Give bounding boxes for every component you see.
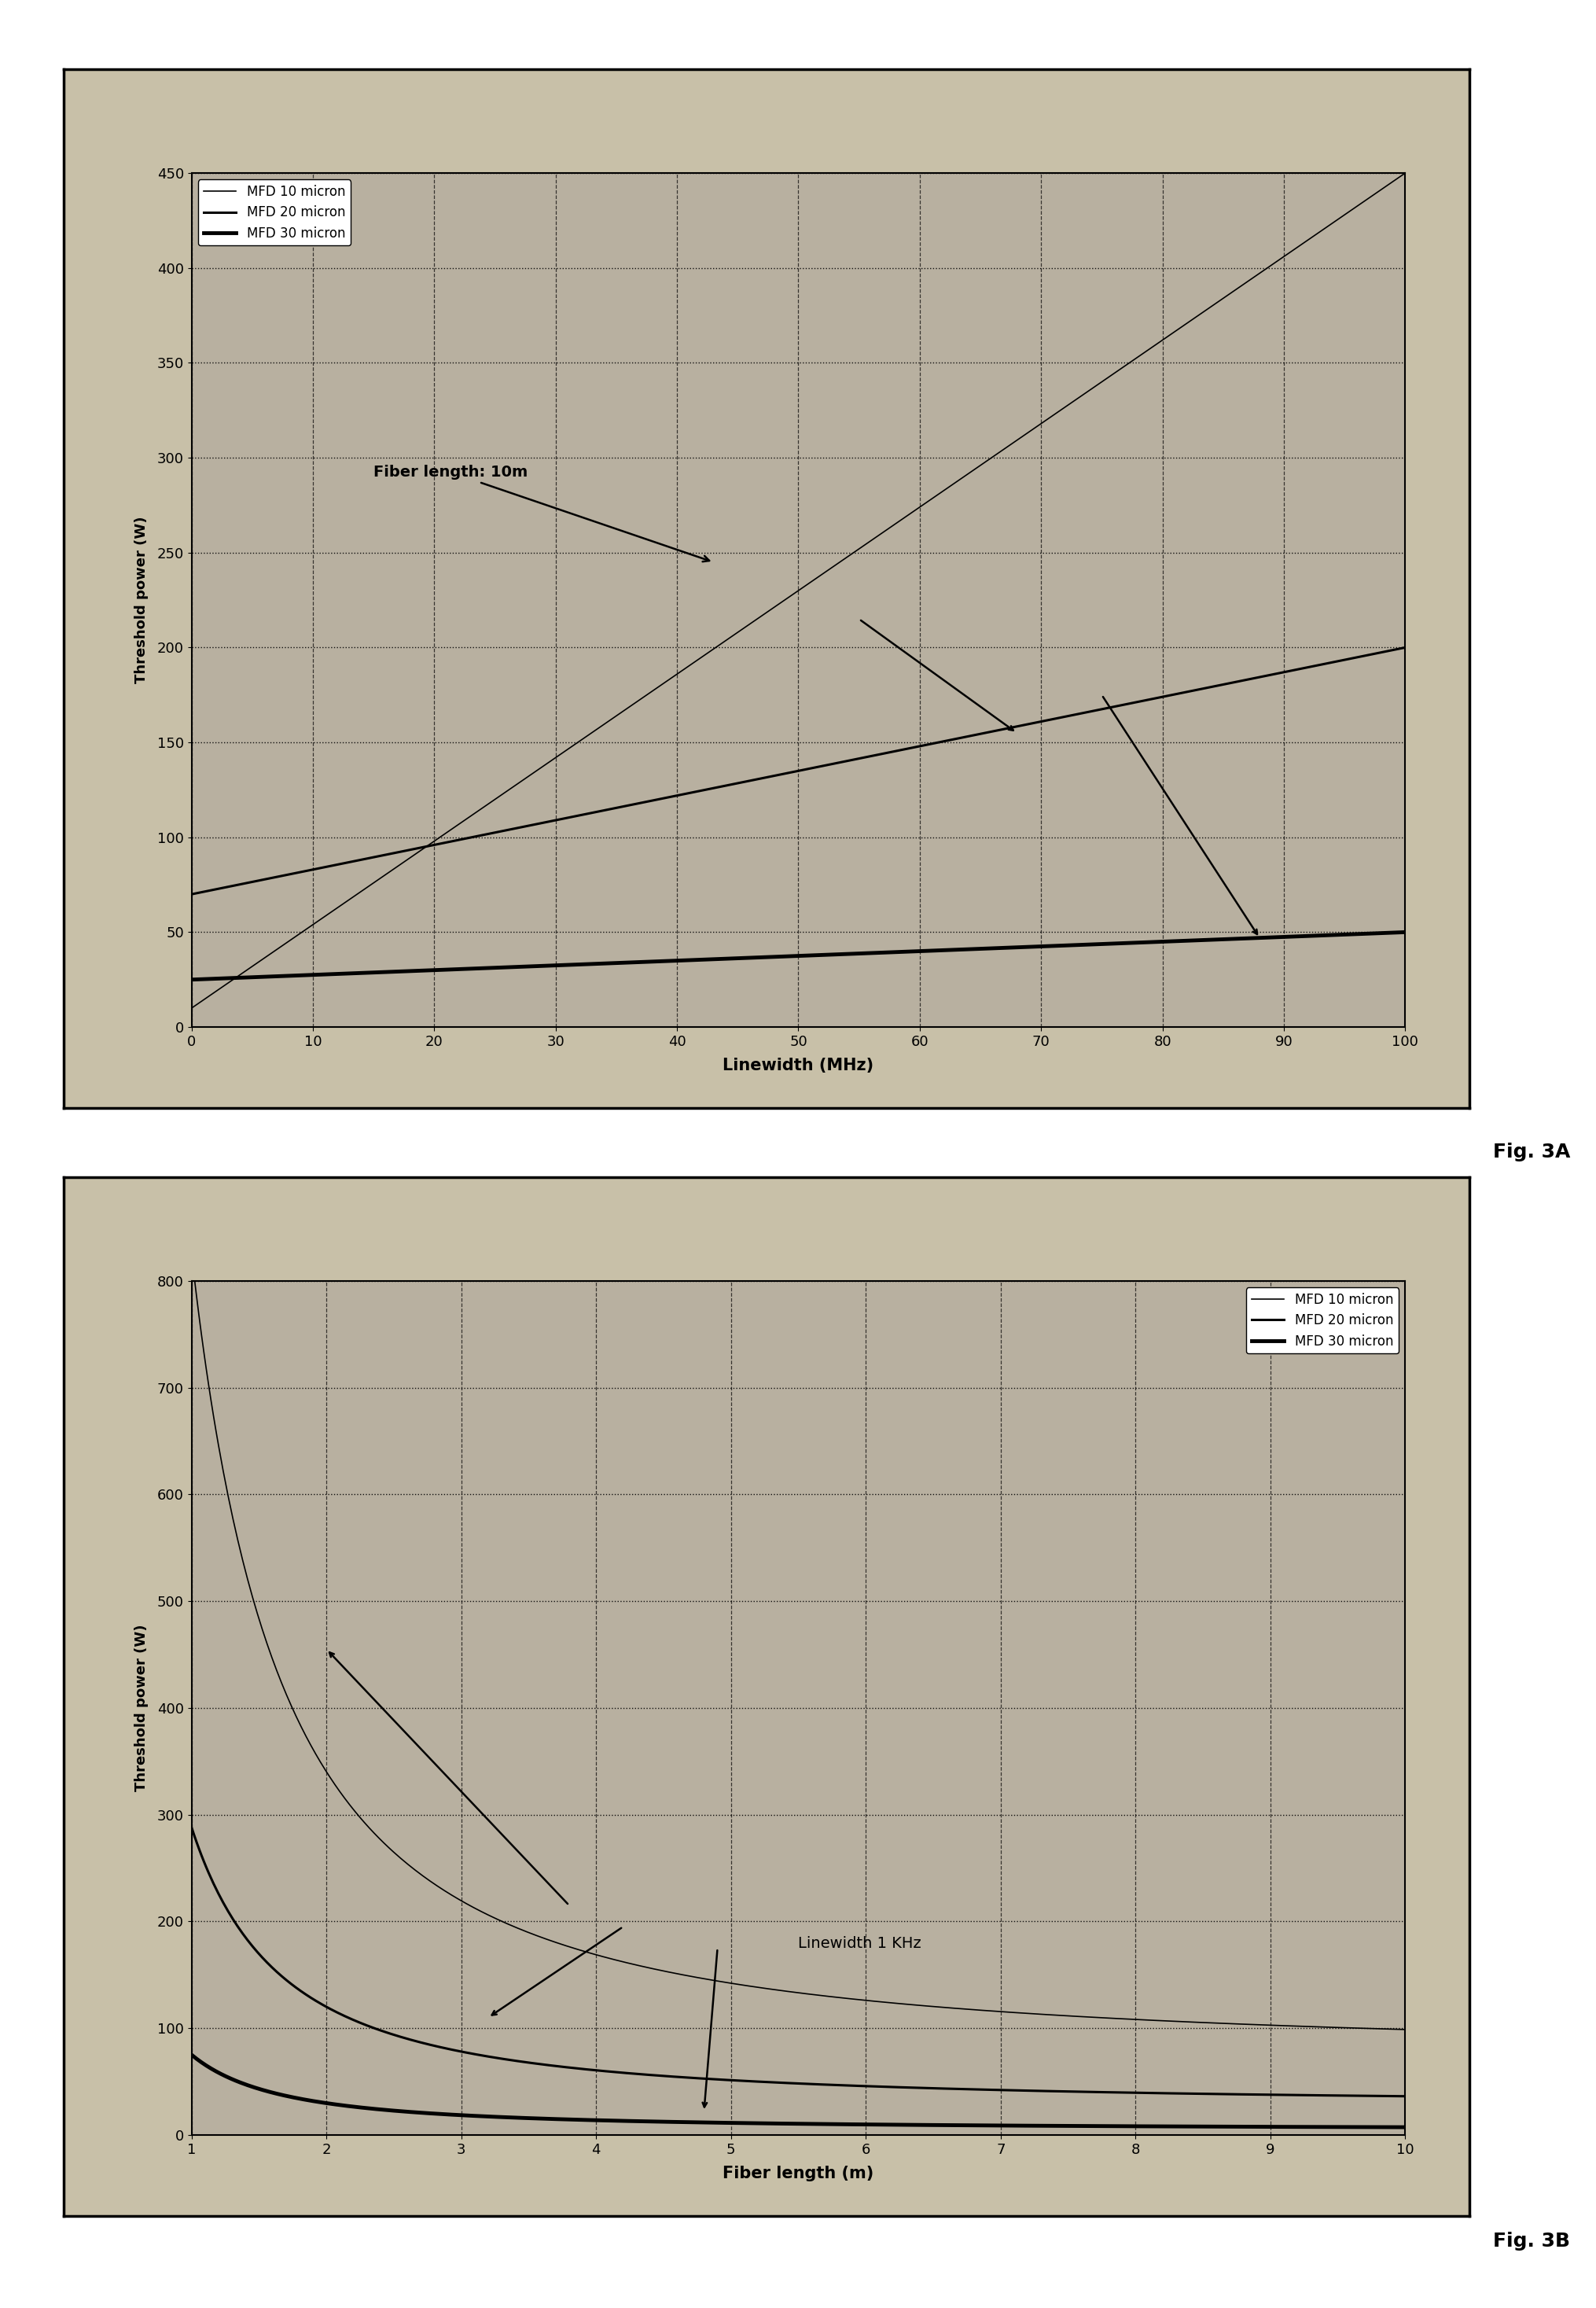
Text: Linewidth 1 KHz: Linewidth 1 KHz xyxy=(798,1936,921,1950)
Line: MFD 10 micron: MFD 10 micron xyxy=(192,1253,1404,2029)
Y-axis label: Threshold power (W): Threshold power (W) xyxy=(134,1625,148,1791)
MFD 20 micron xyxy=(1366,2082,1385,2110)
Line: MFD 20 micron: MFD 20 micron xyxy=(192,1828,1404,2096)
MFD 30 micron xyxy=(1176,2112,1195,2140)
MFD 10 micron xyxy=(758,1976,777,2003)
X-axis label: Fiber length (m): Fiber length (m) xyxy=(723,2165,873,2181)
Y-axis label: Threshold power (W): Threshold power (W) xyxy=(134,517,148,683)
MFD 10 micron xyxy=(182,1239,201,1267)
MFD 30 micron xyxy=(903,2112,922,2140)
Legend: MFD 10 micron, MFD 20 micron, MFD 30 micron: MFD 10 micron, MFD 20 micron, MFD 30 mic… xyxy=(198,180,351,245)
MFD 30 micron xyxy=(766,2110,785,2137)
MFD 20 micron xyxy=(903,2075,922,2103)
MFD 30 micron xyxy=(758,2110,777,2137)
MFD 10 micron xyxy=(1366,2015,1385,2043)
MFD 10 micron xyxy=(903,1992,922,2020)
MFD 10 micron xyxy=(1176,2008,1195,2036)
MFD 30 micron xyxy=(1395,2114,1414,2142)
Text: Fig. 3A: Fig. 3A xyxy=(1492,1142,1569,1161)
MFD 20 micron xyxy=(1176,2080,1195,2107)
MFD 30 micron xyxy=(1366,2114,1385,2142)
MFD 20 micron xyxy=(1395,2082,1414,2110)
X-axis label: Linewidth (MHz): Linewidth (MHz) xyxy=(723,1057,873,1073)
MFD 10 micron xyxy=(838,1985,857,2013)
MFD 10 micron xyxy=(766,1976,785,2003)
Text: Fiber length: 10m: Fiber length: 10m xyxy=(373,464,709,561)
MFD 30 micron xyxy=(182,2040,201,2068)
MFD 20 micron xyxy=(766,2068,785,2096)
MFD 20 micron xyxy=(182,1814,201,1842)
MFD 20 micron xyxy=(838,2073,857,2100)
MFD 10 micron xyxy=(1395,2015,1414,2043)
Legend: MFD 10 micron, MFD 20 micron, MFD 30 micron: MFD 10 micron, MFD 20 micron, MFD 30 mic… xyxy=(1245,1288,1398,1352)
MFD 20 micron xyxy=(758,2068,777,2096)
Text: Fig. 3B: Fig. 3B xyxy=(1492,2232,1569,2250)
MFD 30 micron xyxy=(838,2110,857,2137)
Line: MFD 30 micron: MFD 30 micron xyxy=(192,2054,1404,2128)
